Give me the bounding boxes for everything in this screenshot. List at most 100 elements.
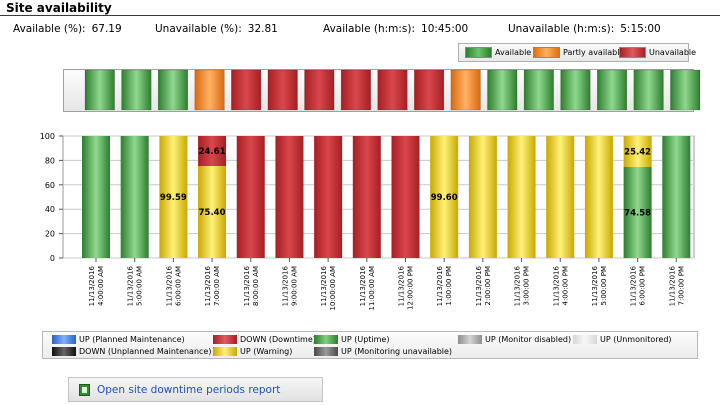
legend-label: UP (Monitoring unavailable) bbox=[341, 347, 453, 356]
bar-segment bbox=[584, 136, 613, 258]
x-tick-label-time: 3:00:00 PM bbox=[523, 266, 531, 305]
x-tick-label: 11/13/2016 5:00:00 AM bbox=[127, 265, 144, 306]
x-tick-label: 11/13/2016 4:00:00 AM bbox=[88, 265, 105, 306]
x-tick-label-date: 11/13/2016 bbox=[243, 265, 251, 306]
x-tick-label: 11/13/2016 12:00:00 PM bbox=[398, 265, 415, 309]
x-tick-label: 11/13/2016 11:00:00 AM bbox=[359, 265, 376, 310]
x-tick-label-time: 10:00:00 AM bbox=[329, 266, 337, 311]
availability-block bbox=[304, 69, 335, 111]
legend-label: UP (Planned Maintenance) bbox=[79, 335, 185, 344]
x-tick-label: 11/13/2016 4:00:00 PM bbox=[552, 265, 569, 306]
x-tick-label-date: 11/13/2016 bbox=[514, 265, 522, 306]
x-tick-label-time: 4:00:00 AM bbox=[97, 266, 105, 306]
bar-segment bbox=[159, 136, 188, 258]
x-tick-label-time: 1:00:00 PM bbox=[445, 266, 453, 305]
x-tick-label-date: 11/13/2016 bbox=[359, 265, 367, 306]
x-tick-label-date: 11/13/2016 bbox=[320, 265, 328, 306]
legend-swatch bbox=[213, 347, 237, 356]
bar-segment bbox=[468, 136, 497, 258]
availability-block bbox=[157, 69, 189, 111]
x-tick-label-date: 11/13/2016 bbox=[165, 265, 173, 306]
x-tick-label-date: 11/13/2016 bbox=[668, 265, 676, 306]
data-label: 24.61 bbox=[199, 147, 226, 157]
legend-item-uptime: UP (Uptime) bbox=[314, 335, 389, 344]
x-tick-label-date: 11/13/2016 bbox=[204, 265, 212, 306]
x-tick-label-date: 11/13/2016 bbox=[398, 265, 406, 306]
legend-item-unmonitored: UP (Unmonitored) bbox=[573, 335, 672, 344]
legend-label: UP (Warning) bbox=[240, 347, 293, 356]
x-tick-label-time: 12:00:00 PM bbox=[407, 266, 415, 310]
x-tick-label-time: 5:00:00 AM bbox=[136, 266, 144, 306]
stat-label: Available (h:m:s): bbox=[323, 23, 416, 35]
bar-segment bbox=[198, 166, 227, 258]
y-tick-label: 0 bbox=[50, 254, 55, 263]
legend-swatch bbox=[52, 335, 76, 344]
availability-block bbox=[377, 69, 408, 111]
availability-block bbox=[340, 69, 371, 111]
x-tick-label-date: 11/13/2016 bbox=[436, 265, 444, 306]
report-link-label[interactable]: Open site downtime periods report bbox=[97, 383, 281, 396]
availability-block bbox=[194, 69, 225, 111]
legend-swatch-available bbox=[465, 47, 492, 58]
availability-block bbox=[450, 69, 481, 111]
bar-segment bbox=[120, 136, 149, 258]
x-tick-label: 11/13/2016 6:00:00 AM bbox=[165, 265, 182, 306]
legend-swatch bbox=[52, 347, 76, 356]
x-tick-label-date: 11/13/2016 bbox=[630, 265, 638, 306]
legend-swatch-partly bbox=[533, 47, 560, 58]
y-tick-label: 80 bbox=[45, 156, 55, 165]
availability-block bbox=[84, 69, 115, 111]
bar-segment bbox=[236, 136, 265, 258]
x-tick-label-time: 5:00:00 PM bbox=[600, 266, 608, 305]
legend-item-monitoring-unavailable: UP (Monitoring unavailable) bbox=[314, 347, 452, 356]
legend-swatch bbox=[314, 335, 338, 344]
legend-label: Partly available bbox=[563, 48, 625, 57]
stat-unavailable-time: Unavailable (h:m:s): 5:15:00 bbox=[508, 23, 661, 35]
bar-segment bbox=[314, 136, 343, 258]
legend-item-planned-maintenance: UP (Planned Maintenance) bbox=[52, 335, 185, 344]
x-tick-label-date: 11/13/2016 bbox=[281, 265, 289, 306]
data-label: 99.60 bbox=[431, 193, 458, 203]
data-label: 75.40 bbox=[199, 208, 226, 218]
availability-block bbox=[121, 69, 152, 111]
bar-segment bbox=[198, 135, 227, 167]
availability-block bbox=[633, 69, 664, 111]
legend-item-warning: UP (Warning) bbox=[213, 347, 292, 356]
availability-legend: Available Partly available Unavailable bbox=[458, 43, 696, 62]
legend-label: UP (Uptime) bbox=[341, 335, 390, 344]
y-tick-label: 60 bbox=[45, 181, 55, 190]
legend-label: Unavailable bbox=[649, 48, 697, 57]
x-tick-label: 11/13/2016 9:00:00 AM bbox=[281, 265, 298, 306]
x-tick-label: 11/13/2016 5:00:00 PM bbox=[591, 265, 608, 306]
legend-item-monitor-disabled: UP (Monitor disabled) bbox=[458, 335, 571, 344]
y-tick-label: 100 bbox=[40, 132, 55, 141]
y-tick-label: 40 bbox=[45, 205, 55, 214]
status-legend: UP (Planned Maintenance) DOWN (Unplanned… bbox=[42, 331, 698, 359]
x-tick-label-date: 11/13/2016 bbox=[127, 265, 135, 306]
y-tick-label: 20 bbox=[45, 230, 55, 239]
page-title: Site availability bbox=[6, 1, 112, 15]
x-tick-label-time: 6:00:00 AM bbox=[174, 266, 182, 306]
bar-segment bbox=[430, 136, 459, 258]
legend-swatch bbox=[213, 335, 237, 344]
x-tick-label-time: 2:00:00 PM bbox=[484, 266, 492, 305]
legend-item-downtime: DOWN (Downtime) bbox=[213, 335, 316, 344]
x-tick-label: 11/13/2016 3:00:00 PM bbox=[514, 265, 531, 306]
bar-segment bbox=[662, 136, 691, 258]
x-tick-label: 11/13/2016 10:00:00 AM bbox=[320, 265, 337, 310]
availability-block bbox=[523, 69, 554, 111]
availability-block bbox=[560, 69, 591, 111]
legend-item-unavailable: Unavailable bbox=[619, 47, 696, 58]
open-downtime-report-button[interactable]: Open site downtime periods report bbox=[68, 377, 323, 402]
availability-block bbox=[596, 69, 628, 111]
bar-segment bbox=[352, 136, 381, 258]
legend-label: UP (Unmonitored) bbox=[600, 335, 672, 344]
availability-block bbox=[231, 69, 262, 111]
x-tick-label-date: 11/13/2016 bbox=[591, 265, 599, 306]
bar-segment bbox=[507, 136, 536, 258]
x-tick-label-date: 11/13/2016 bbox=[88, 265, 96, 306]
legend-swatch bbox=[314, 347, 338, 356]
stat-value: 32.81 bbox=[247, 23, 278, 35]
data-label: 99.59 bbox=[160, 193, 187, 203]
